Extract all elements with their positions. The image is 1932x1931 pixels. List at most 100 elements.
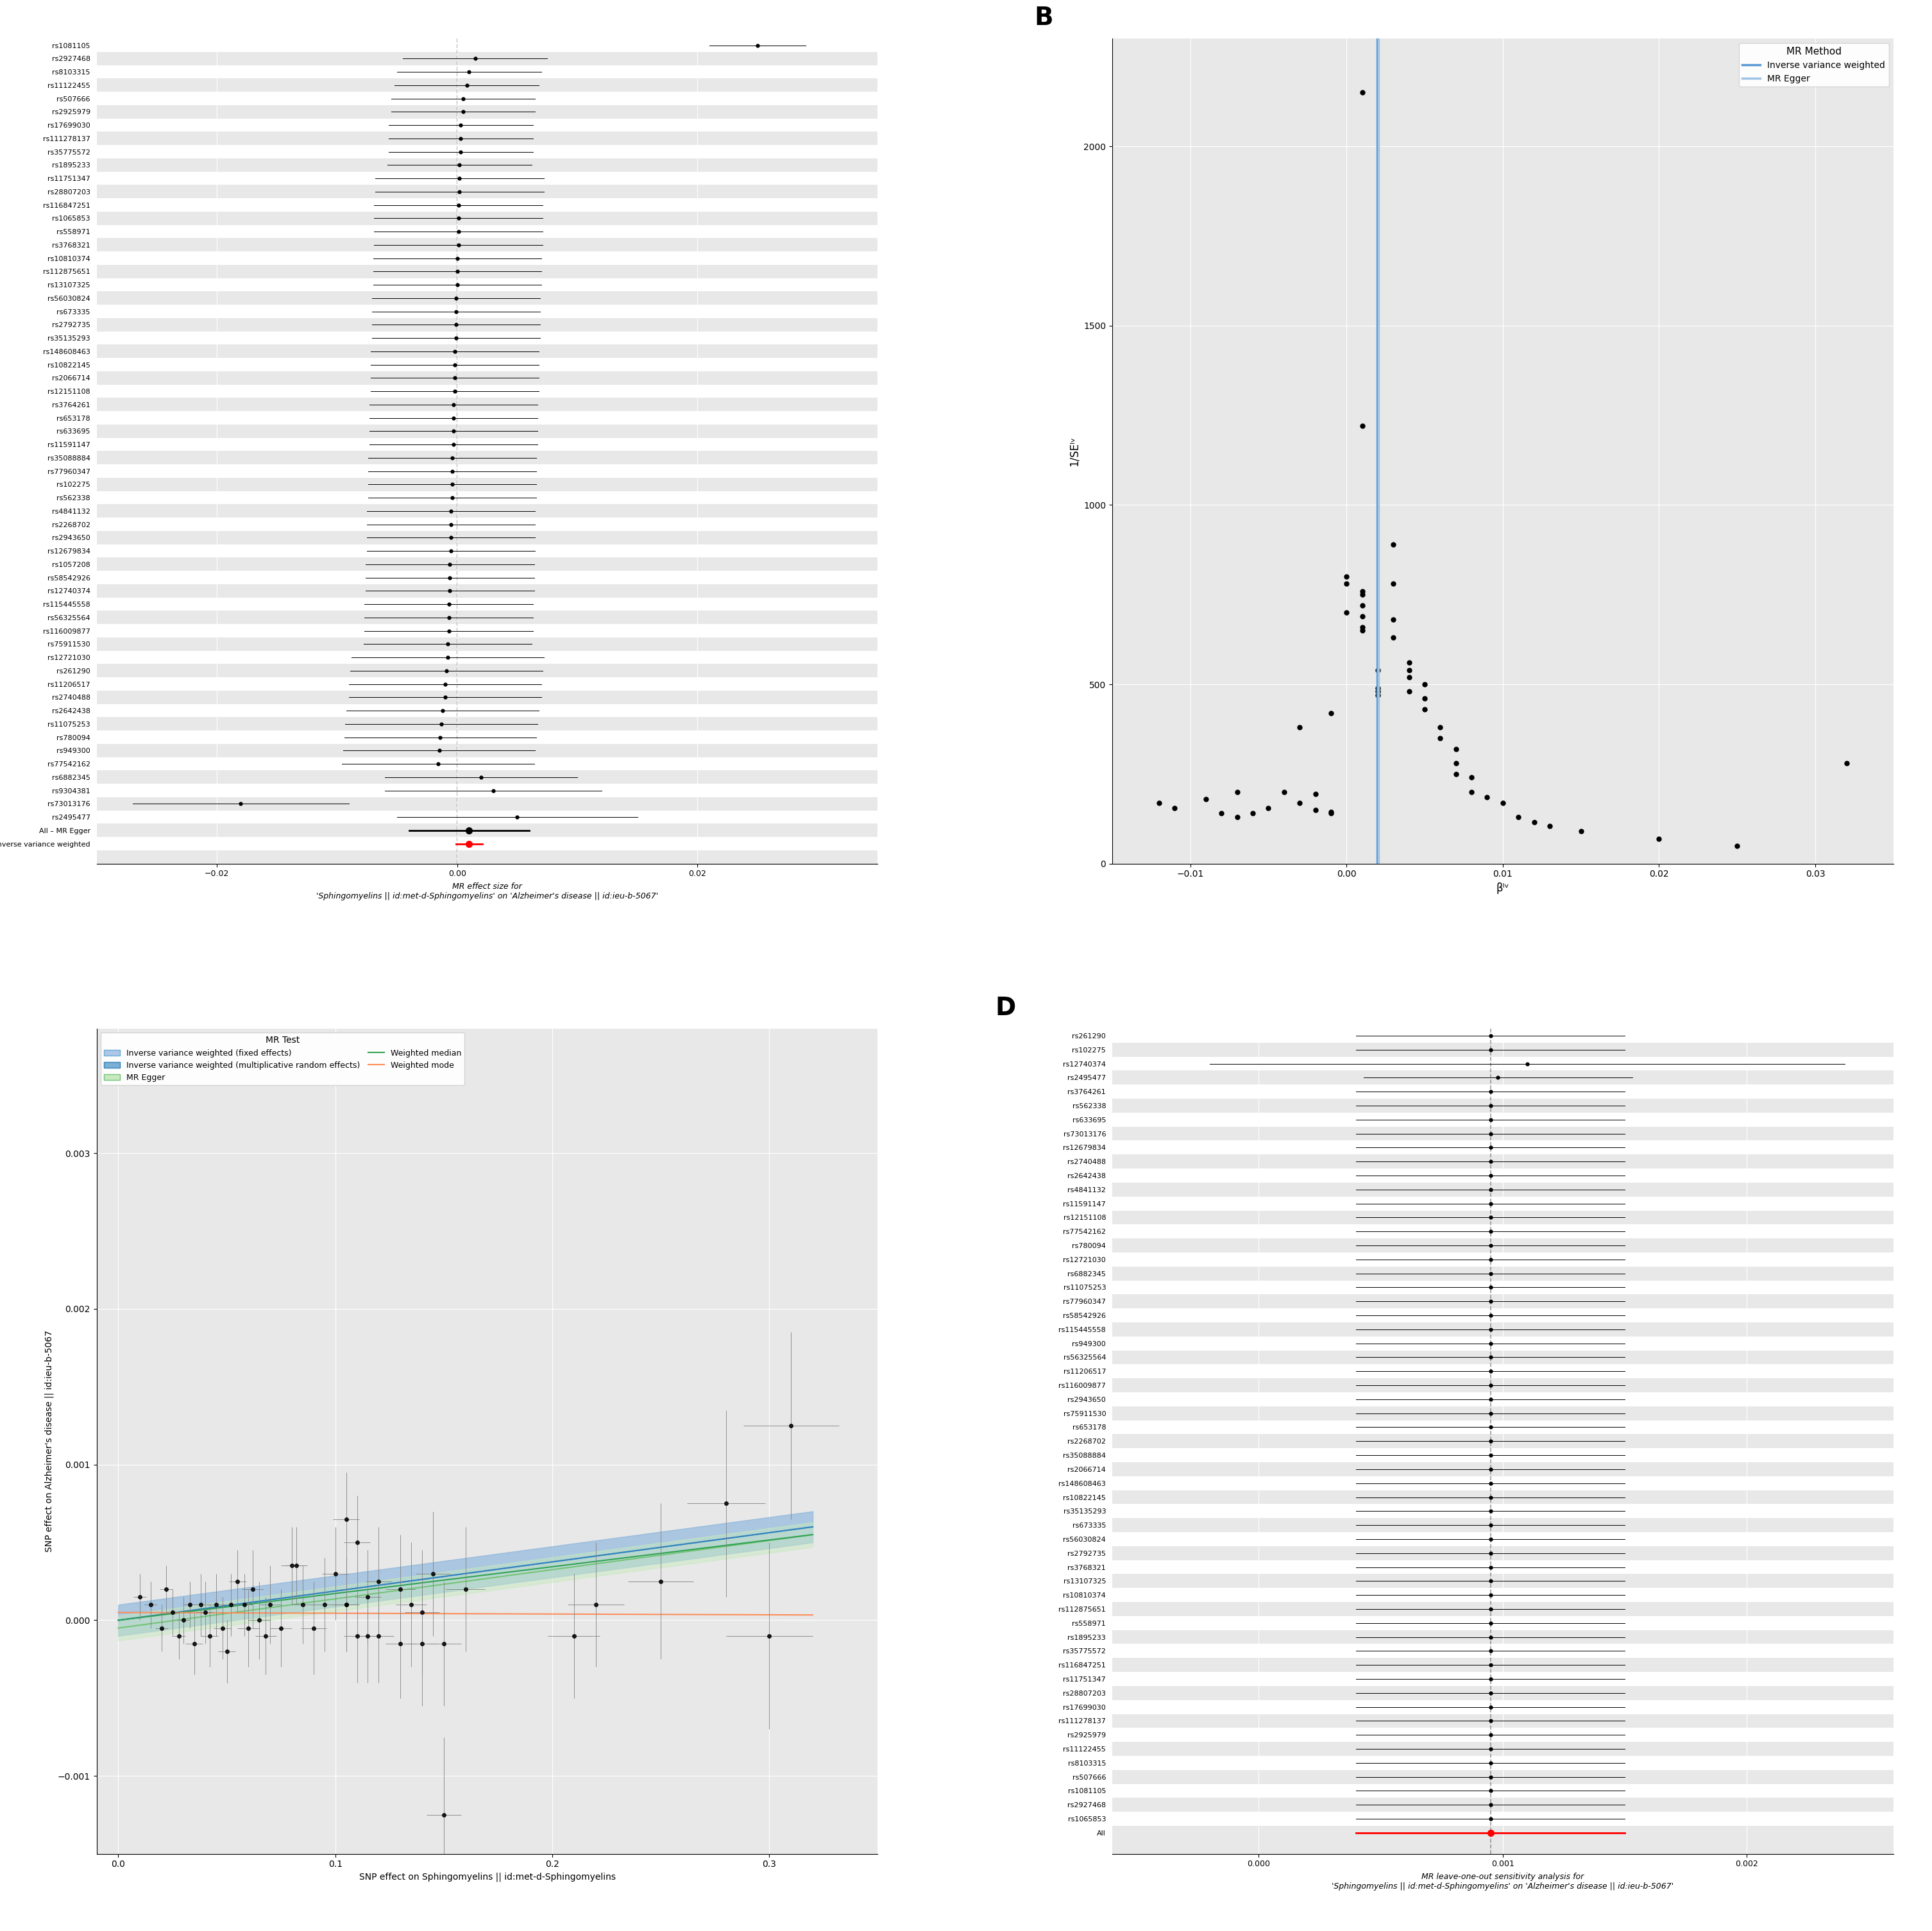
Point bbox=[1269, 776, 1300, 807]
Bar bbox=[97, 545, 877, 558]
Bar bbox=[97, 558, 877, 572]
Bar bbox=[1113, 1406, 1893, 1421]
Bar bbox=[97, 678, 877, 691]
Point bbox=[1408, 668, 1439, 699]
Bar bbox=[1113, 1531, 1893, 1547]
Bar bbox=[97, 730, 877, 743]
Bar bbox=[97, 705, 877, 716]
Bar bbox=[97, 185, 877, 199]
Point bbox=[1221, 801, 1252, 832]
Bar bbox=[97, 145, 877, 158]
Bar bbox=[1113, 1350, 1893, 1365]
Bar bbox=[97, 664, 877, 678]
Point bbox=[1236, 798, 1267, 828]
Bar bbox=[1113, 1771, 1893, 1784]
Point bbox=[1254, 792, 1285, 823]
Bar bbox=[1113, 1462, 1893, 1475]
Point bbox=[1159, 792, 1190, 823]
Bar bbox=[97, 131, 877, 145]
Point bbox=[1644, 823, 1675, 854]
Bar bbox=[1113, 1742, 1893, 1755]
Point bbox=[1331, 568, 1362, 599]
Point bbox=[1190, 784, 1221, 815]
Point bbox=[1393, 655, 1424, 686]
Point bbox=[1144, 788, 1175, 819]
Bar bbox=[1113, 1547, 1893, 1560]
Point bbox=[1362, 676, 1393, 707]
Bar bbox=[97, 346, 877, 357]
Point bbox=[1300, 778, 1331, 809]
Bar bbox=[1113, 1672, 1893, 1686]
Bar bbox=[1113, 1643, 1893, 1659]
Bar bbox=[1113, 1630, 1893, 1643]
Bar bbox=[97, 371, 877, 384]
Point bbox=[1362, 655, 1393, 686]
Bar bbox=[1113, 1448, 1893, 1462]
Bar bbox=[97, 278, 877, 292]
Bar bbox=[97, 425, 877, 438]
Bar bbox=[97, 438, 877, 452]
Bar bbox=[97, 597, 877, 610]
Bar bbox=[1113, 1182, 1893, 1197]
Bar bbox=[97, 118, 877, 131]
Bar bbox=[1113, 1504, 1893, 1518]
Point bbox=[1424, 722, 1455, 753]
Point bbox=[1206, 798, 1236, 828]
Bar bbox=[1113, 1574, 1893, 1587]
Bar bbox=[97, 265, 877, 278]
Bar bbox=[97, 224, 877, 238]
Bar bbox=[1113, 1715, 1893, 1728]
Point bbox=[1347, 591, 1378, 622]
Bar bbox=[1113, 1099, 1893, 1112]
X-axis label: MR leave-one-out sensitivity analysis for
'Sphingomyelins || id:met-d-Sphingomye: MR leave-one-out sensitivity analysis fo… bbox=[1331, 1873, 1673, 1890]
Bar bbox=[1113, 1238, 1893, 1253]
Bar bbox=[1113, 1070, 1893, 1085]
Bar bbox=[1113, 1224, 1893, 1238]
Bar bbox=[97, 66, 877, 79]
Bar bbox=[1113, 1309, 1893, 1323]
Point bbox=[1721, 830, 1752, 861]
Bar bbox=[1113, 1421, 1893, 1435]
Bar bbox=[1113, 1379, 1893, 1392]
Point bbox=[1347, 575, 1378, 606]
Bar bbox=[97, 452, 877, 465]
Point bbox=[1378, 529, 1408, 560]
Bar bbox=[97, 238, 877, 251]
Y-axis label: SNP effect on Alzheimer's disease || id:ieu-b-5067: SNP effect on Alzheimer's disease || id:… bbox=[44, 1330, 54, 1553]
Legend: Inverse variance weighted, MR Egger: Inverse variance weighted, MR Egger bbox=[1739, 42, 1889, 87]
Bar bbox=[1113, 1141, 1893, 1155]
Point bbox=[1300, 794, 1331, 825]
Bar bbox=[97, 610, 877, 624]
Point bbox=[1347, 77, 1378, 108]
Point bbox=[1347, 601, 1378, 631]
Bar bbox=[97, 825, 877, 836]
Bar bbox=[1113, 1085, 1893, 1099]
Point bbox=[1519, 807, 1549, 838]
Point bbox=[1441, 747, 1472, 778]
Bar bbox=[1113, 1168, 1893, 1182]
Point bbox=[1378, 622, 1408, 653]
Point bbox=[1331, 597, 1362, 628]
Point bbox=[1285, 788, 1316, 819]
Bar bbox=[97, 770, 877, 784]
Point bbox=[1441, 734, 1472, 765]
Point bbox=[1221, 776, 1252, 807]
Bar bbox=[1113, 1475, 1893, 1491]
Bar bbox=[1113, 1336, 1893, 1350]
Bar bbox=[1113, 1755, 1893, 1771]
Point bbox=[1408, 693, 1439, 724]
Bar bbox=[97, 172, 877, 185]
Legend: Inverse variance weighted (fixed effects), Inverse variance weighted (multiplica: Inverse variance weighted (fixed effects… bbox=[100, 1033, 464, 1085]
Bar bbox=[97, 158, 877, 172]
Point bbox=[1393, 662, 1424, 693]
Bar bbox=[1113, 1126, 1893, 1141]
Bar bbox=[1113, 1197, 1893, 1211]
Point bbox=[1316, 798, 1347, 828]
Text: D: D bbox=[995, 996, 1016, 1020]
Bar bbox=[1113, 1603, 1893, 1616]
Point bbox=[1534, 811, 1565, 842]
Bar bbox=[1113, 1112, 1893, 1126]
Bar bbox=[97, 811, 877, 825]
Bar bbox=[97, 93, 877, 104]
Bar bbox=[97, 104, 877, 118]
